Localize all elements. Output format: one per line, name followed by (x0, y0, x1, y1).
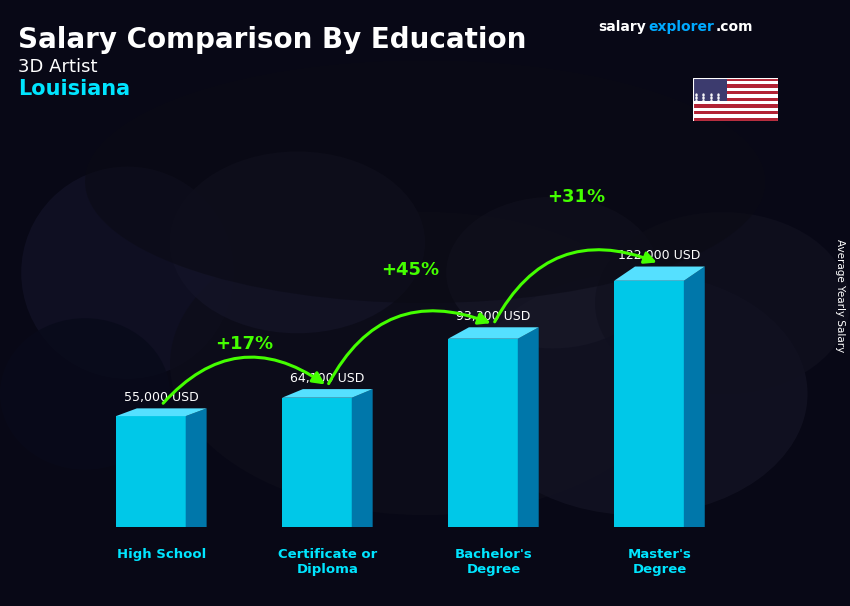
Text: +17%: +17% (215, 335, 274, 353)
Polygon shape (352, 389, 372, 527)
Bar (693, 111, 778, 115)
Text: 93,300 USD: 93,300 USD (456, 310, 530, 323)
Polygon shape (614, 281, 684, 527)
Text: High School: High School (116, 548, 206, 561)
Bar (693, 91, 778, 95)
Polygon shape (116, 408, 207, 416)
Polygon shape (282, 398, 352, 527)
Bar (693, 118, 778, 121)
Bar (693, 101, 778, 104)
Text: Average Yearly Salary: Average Yearly Salary (835, 239, 845, 353)
Text: 64,100 USD: 64,100 USD (290, 371, 365, 385)
Text: +45%: +45% (382, 261, 439, 279)
Ellipse shape (21, 167, 234, 379)
Bar (693, 78, 727, 101)
Text: salary: salary (598, 20, 646, 34)
Bar (693, 81, 778, 84)
Ellipse shape (170, 212, 680, 515)
Ellipse shape (170, 152, 425, 333)
Bar (693, 108, 778, 111)
Text: 55,000 USD: 55,000 USD (124, 391, 199, 404)
Polygon shape (448, 327, 539, 339)
Polygon shape (185, 408, 207, 527)
Bar (693, 78, 778, 81)
Bar (693, 95, 778, 98)
Polygon shape (614, 267, 705, 281)
Polygon shape (282, 389, 372, 398)
Bar (693, 115, 778, 118)
Polygon shape (448, 339, 518, 527)
Text: +31%: +31% (547, 188, 605, 206)
Text: Certificate or
Diploma: Certificate or Diploma (278, 548, 377, 576)
Polygon shape (684, 267, 705, 527)
Text: Bachelor's
Degree: Bachelor's Degree (455, 548, 532, 576)
Ellipse shape (446, 197, 659, 348)
Text: .com: .com (716, 20, 753, 34)
Bar (693, 98, 778, 101)
Ellipse shape (85, 61, 765, 303)
Ellipse shape (468, 273, 808, 515)
Bar (693, 104, 778, 108)
Bar (693, 84, 778, 88)
Text: Louisiana: Louisiana (18, 79, 130, 99)
Text: explorer: explorer (648, 20, 714, 34)
Ellipse shape (595, 212, 850, 394)
Text: Salary Comparison By Education: Salary Comparison By Education (18, 26, 526, 54)
Polygon shape (518, 327, 539, 527)
Ellipse shape (0, 318, 170, 470)
Text: 3D Artist: 3D Artist (18, 58, 98, 76)
Text: 122,000 USD: 122,000 USD (618, 249, 700, 262)
Text: Master's
Degree: Master's Degree (627, 548, 691, 576)
Bar (693, 88, 778, 91)
Polygon shape (116, 416, 185, 527)
